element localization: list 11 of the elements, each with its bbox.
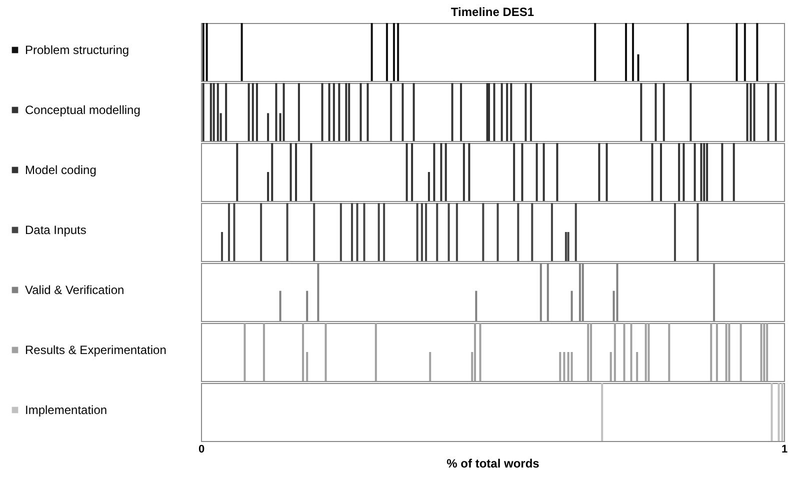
legend-label: Conceptual modelling <box>25 103 140 117</box>
legend-label: Results & Experimentation <box>25 343 166 357</box>
legend-label: Valid & Verification <box>25 283 124 297</box>
legend-label: Implementation <box>25 403 108 417</box>
legend-label: Problem structuring <box>25 43 130 57</box>
legend-label: Data Inputs <box>25 223 86 237</box>
x-tick-label: 1 <box>781 444 788 456</box>
x-axis-title: % of total words <box>446 456 540 470</box>
chart-title: Timeline DES1 <box>450 5 534 19</box>
text: Model coding <box>25 163 96 177</box>
x-tick-label: 0 <box>198 444 205 456</box>
